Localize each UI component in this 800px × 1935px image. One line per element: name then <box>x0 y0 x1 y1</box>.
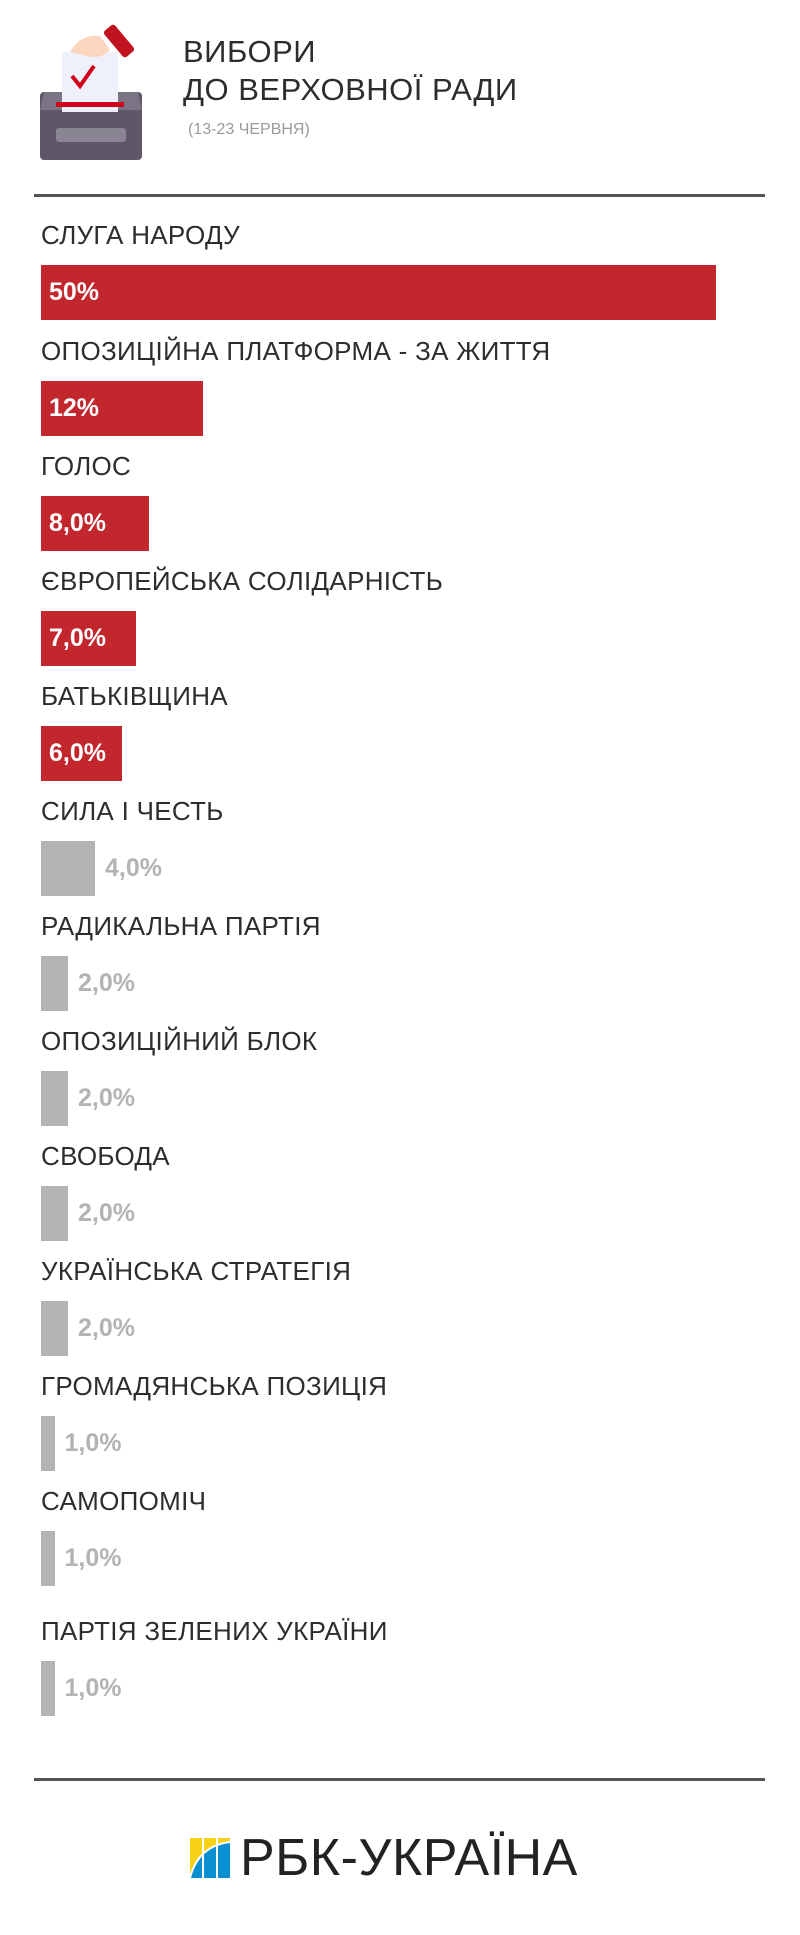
bar <box>41 381 203 436</box>
bar <box>41 611 136 666</box>
bar-value-label: 1,0% <box>64 1674 122 1702</box>
bar <box>41 1186 68 1241</box>
bar-value-label: 4,0% <box>105 854 162 882</box>
bar-value-label: 2,0% <box>78 1314 135 1342</box>
bar-label: УКРАЇНСЬКА СТРАТЕГІЯ <box>41 1256 352 1286</box>
title-line-2: ДО ВЕРХОВНОЇ РАДИ <box>183 72 518 107</box>
bar-label: СИЛА І ЧЕСТЬ <box>41 796 224 826</box>
bar <box>41 1071 68 1126</box>
bar-label: СВОБОДА <box>41 1141 170 1171</box>
bar-value-label: 2,0% <box>78 1199 135 1227</box>
bar-label: ГОЛОС <box>41 451 132 481</box>
subtitle: (13-23 ЧЕРВНЯ) <box>188 121 310 138</box>
bar-value-label: 6,0% <box>49 739 106 767</box>
rbc-logo-icon <box>190 1838 230 1878</box>
bar <box>41 1416 55 1471</box>
bar-value-label: 8,0% <box>49 509 106 537</box>
top-divider <box>34 194 765 197</box>
bar-label: ОПОЗИЦІЙНА ПЛАТФОРМА - ЗА ЖИТТЯ <box>41 336 551 366</box>
bar <box>41 841 95 896</box>
bar-value-label: 1,0% <box>64 1429 122 1457</box>
bar-label: ОПОЗИЦІЙНИЙ БЛОК <box>41 1026 318 1056</box>
bar-value-label: 1,0% <box>64 1544 122 1572</box>
title-line-1: ВИБОРИ <box>183 34 317 69</box>
bottom-divider <box>34 1778 765 1781</box>
bar <box>41 1531 55 1586</box>
bar-value-label: 2,0% <box>78 1084 135 1112</box>
bar-label: БАТЬКІВЩИНА <box>41 681 228 711</box>
bar <box>41 496 149 551</box>
ballot-box-icon <box>40 24 142 160</box>
bar-value-label: 12% <box>49 394 100 422</box>
bar-label: ЄВРОПЕЙСЬКА СОЛІДАРНІСТЬ <box>41 566 444 596</box>
bar <box>41 1661 55 1716</box>
bar-label: САМОПОМІЧ <box>41 1486 207 1516</box>
bar-label: РАДИКАЛЬНА ПАРТІЯ <box>41 911 321 941</box>
bar-label: ГРОМАДЯНСЬКА ПОЗИЦІЯ <box>41 1371 388 1401</box>
bar <box>41 265 716 320</box>
bar-value-label: 50% <box>49 278 100 306</box>
bar <box>41 726 122 781</box>
bar-label: СЛУГА НАРОДУ <box>41 220 240 250</box>
bar <box>41 956 68 1011</box>
rbc-ukraine-logo-text: РБК-УКРАЇНА <box>240 1829 578 1887</box>
bar <box>41 1301 68 1356</box>
bar-value-label: 2,0% <box>78 969 135 997</box>
bar-value-label: 7,0% <box>49 624 106 652</box>
bar-label: ПАРТІЯ ЗЕЛЕНИХ УКРАЇНИ <box>41 1616 388 1646</box>
